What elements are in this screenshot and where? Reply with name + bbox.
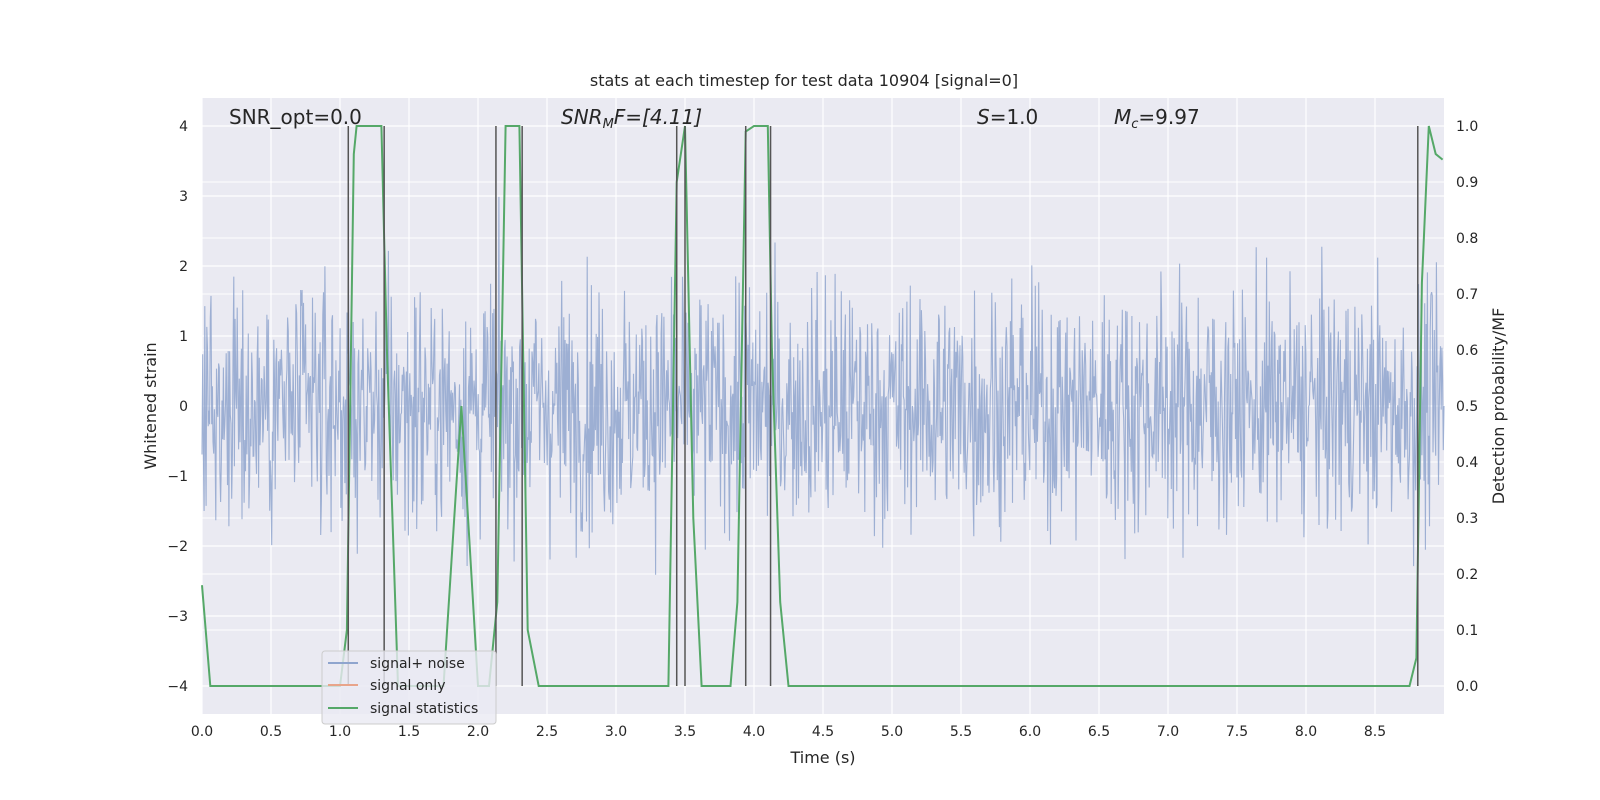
y-axis-right-ticks: 1.0 0.9 0.8 0.7 0.6 0.5 0.4 0.3 0.2 0.1 0.0 (1456, 119, 1478, 695)
noise-line (201, 196, 1445, 575)
x-axis-ticks: 0.0 0.5 1.0 1.5 2.0 2.5 3.0 3.5 4.0 4.5 5.0 5.5 6.0 6… (191, 724, 1386, 740)
y-right-tick-label: 0.5 (1456, 399, 1478, 415)
x-tick-label: 3.0 (605, 724, 627, 740)
x-tick-label: 5.5 (950, 724, 972, 740)
x-tick-label: 6.5 (1088, 724, 1110, 740)
legend-label-signal: signal only (370, 678, 445, 694)
y-left-tick-label: −2 (167, 539, 188, 555)
y-left-tick-label: −4 (167, 679, 188, 695)
y-left-tick-label: 1 (179, 329, 188, 345)
y-right-tick-label: 0.0 (1456, 679, 1478, 695)
y-right-tick-label: 0.2 (1456, 567, 1478, 583)
y-right-tick-label: 0.9 (1456, 175, 1478, 191)
y-axis-right-label: Detection probability/MF (1489, 308, 1508, 505)
stats-line (201, 125, 1444, 687)
legend-label-stats: signal statistics (370, 701, 478, 717)
x-tick-label: 5.0 (881, 724, 903, 740)
y-right-tick-label: 0.8 (1456, 231, 1478, 247)
x-tick-label: 7.5 (1226, 724, 1248, 740)
y-axis-left-ticks: 4 3 2 1 0 −1 −2 −3 −4 (167, 119, 188, 695)
y-right-tick-label: 1.0 (1456, 119, 1478, 135)
detection-vlines (347, 126, 1419, 686)
y-right-tick-label: 0.7 (1456, 287, 1478, 303)
y-left-tick-label: 4 (179, 119, 188, 135)
s-annotation: S=1.0 (977, 105, 1038, 129)
y-left-tick-label: −1 (167, 469, 188, 485)
noise-series (201, 196, 1445, 575)
x-tick-label: 0.0 (191, 724, 213, 740)
legend-label-noise: signal+ noise (370, 656, 465, 672)
y-right-tick-label: 0.6 (1456, 343, 1478, 359)
x-tick-label: 8.5 (1364, 724, 1386, 740)
x-tick-label: 8.0 (1295, 724, 1317, 740)
x-tick-label: 6.0 (1019, 724, 1041, 740)
legend: signal+ noise signal only signal statist… (321, 650, 497, 725)
x-axis-label: Time (s) (789, 748, 855, 767)
y-left-tick-label: 3 (179, 189, 188, 205)
x-tick-label: 2.0 (467, 724, 489, 740)
y-left-tick-label: 2 (179, 259, 188, 275)
x-tick-label: 0.5 (260, 724, 282, 740)
y-left-tick-label: 0 (179, 399, 188, 415)
x-tick-label: 3.5 (674, 724, 696, 740)
x-tick-label: 1.0 (329, 724, 351, 740)
x-tick-label: 2.5 (536, 724, 558, 740)
y-right-tick-label: 0.1 (1456, 623, 1478, 639)
x-tick-label: 4.5 (812, 724, 834, 740)
y-right-tick-label: 0.3 (1456, 511, 1478, 527)
chart-title: stats at each timestep for test data 109… (590, 71, 1018, 90)
x-tick-label: 4.0 (743, 724, 765, 740)
x-tick-label: 7.0 (1157, 724, 1179, 740)
snr-opt-annotation: SNR_opt=0.0 (229, 105, 362, 129)
legend-box (321, 650, 497, 725)
mc-annotation: Mc=9.97 (1114, 105, 1200, 132)
y-left-tick-label: −3 (167, 609, 188, 625)
snr-mf-annotation: SNRMF=[4.11] (561, 105, 702, 132)
x-tick-label: 1.5 (398, 724, 420, 740)
y-axis-left-label: Whitened strain (141, 342, 160, 469)
y-right-tick-label: 0.4 (1456, 455, 1478, 471)
stats-series (201, 125, 1444, 687)
